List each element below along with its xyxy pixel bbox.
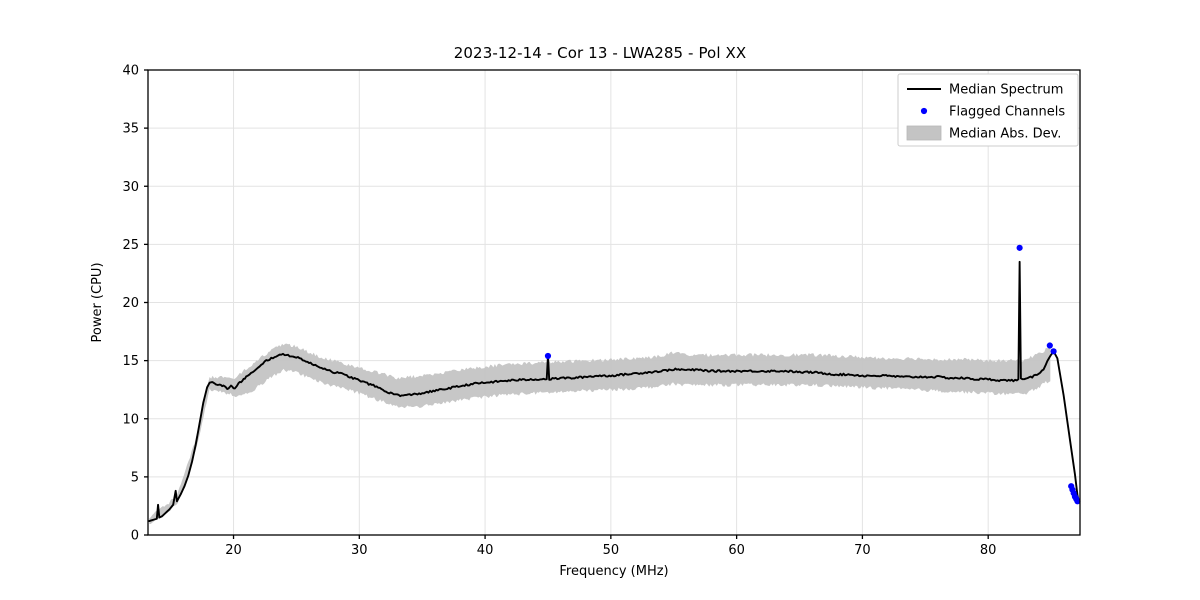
y-tick-label: 0 bbox=[131, 529, 139, 544]
median-spectrum-line bbox=[148, 260, 1080, 522]
x-tick-label: 60 bbox=[728, 543, 745, 558]
y-tick-label: 10 bbox=[122, 412, 139, 427]
median-abs-dev-band bbox=[149, 343, 1051, 525]
legend-label: Median Spectrum bbox=[949, 83, 1063, 98]
x-tick-label: 30 bbox=[351, 543, 368, 558]
y-tick-label: 40 bbox=[122, 64, 139, 79]
x-tick-label: 40 bbox=[477, 543, 494, 558]
y-tick-label: 5 bbox=[131, 470, 139, 485]
y-tick-label: 25 bbox=[122, 238, 139, 253]
y-axis-label: Power (CPU) bbox=[90, 262, 105, 342]
legend-label: Median Abs. Dev. bbox=[949, 127, 1061, 142]
y-tick-label: 15 bbox=[122, 354, 139, 369]
x-axis-label: Frequency (MHz) bbox=[559, 564, 668, 579]
x-tick-label: 80 bbox=[980, 543, 997, 558]
legend-label: Flagged Channels bbox=[949, 105, 1065, 120]
x-tick-label: 50 bbox=[603, 543, 620, 558]
chart-title: 2023-12-14 - Cor 13 - LWA285 - Pol XX bbox=[453, 44, 747, 62]
axis-ticks: 0 5 10 15 20 25 30 35 40 20 30 40 50 60 70 80 Frequency … bbox=[90, 64, 996, 580]
chart-legend: Median Spectrum Flagged Channels Median Ab… bbox=[897, 73, 1079, 147]
x-tick-label: 20 bbox=[225, 543, 242, 558]
y-tick-label: 20 bbox=[122, 296, 139, 311]
flagged-channels-points bbox=[544, 244, 1081, 505]
y-tick-label: 35 bbox=[122, 122, 139, 137]
y-tick-label: 30 bbox=[122, 180, 139, 195]
x-tick-label: 70 bbox=[854, 543, 871, 558]
